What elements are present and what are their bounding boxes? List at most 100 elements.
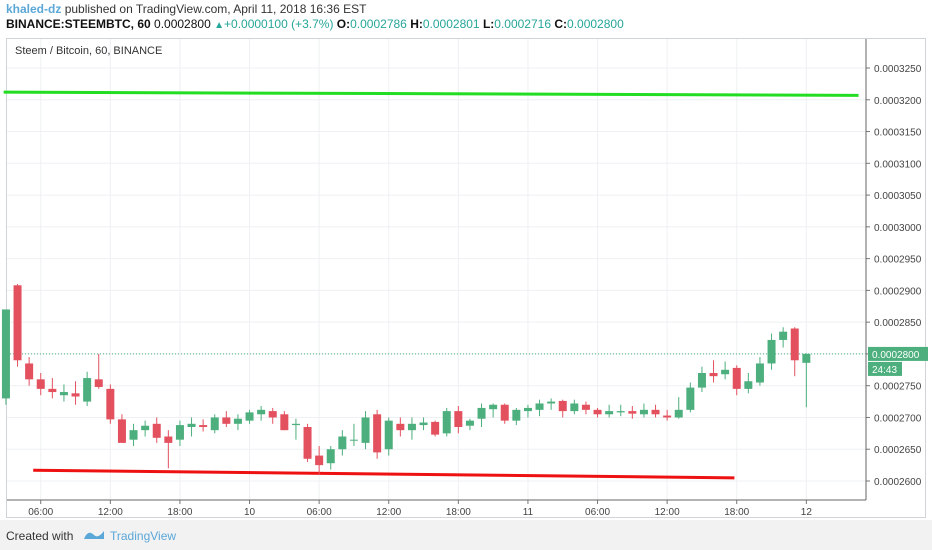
candle-body [13, 285, 22, 361]
candle [117, 414, 126, 443]
candle-body [605, 411, 614, 415]
candle-body [48, 388, 57, 393]
symbol-label: BINANCE:STEEMBTC, 60 [6, 17, 151, 31]
candle [593, 407, 602, 418]
candle [326, 446, 335, 470]
candle-body [396, 423, 405, 431]
candle [500, 403, 509, 424]
candle-body [268, 411, 277, 418]
candle-body [663, 415, 672, 418]
candlestick-chart[interactable]: 0.0003250 0.0003200 0.0003150 0.0003100 0.00… [0, 0, 932, 520]
candle-body [373, 414, 382, 453]
price-tags: 0.0002800 24:43 [868, 346, 928, 376]
candle [674, 397, 683, 419]
chart-header: khaled-dz published on TradingView.com, … [0, 0, 932, 34]
close-value: 0.0002800 [567, 17, 624, 31]
candle [175, 420, 184, 447]
candle-body [431, 421, 440, 435]
candle-body [628, 411, 637, 414]
candle-body [83, 378, 92, 402]
candle [59, 384, 68, 402]
candle [639, 403, 648, 418]
candle-body [141, 425, 150, 431]
candle [755, 357, 764, 386]
candle-body [790, 328, 799, 361]
y-tick-label: 0.0002700 [874, 413, 922, 424]
candle-body [465, 420, 474, 426]
candle-body [512, 409, 521, 421]
candle-body [639, 409, 648, 415]
candle [442, 407, 451, 437]
candle-body [709, 372, 718, 377]
candle-body [802, 353, 811, 363]
candle [25, 357, 34, 386]
y-tick-label: 0.0002600 [874, 477, 922, 488]
x-tick-label: 12:00 [98, 507, 123, 518]
candle [465, 418, 474, 431]
support-line [33, 468, 735, 480]
candle-body [581, 404, 590, 410]
time-axis: 06:00 12:00 18:00 10 06:00 12:00 18:00 11 06:00 1… [7, 499, 866, 518]
author-link[interactable]: khaled-dz [6, 2, 62, 16]
candle-body [674, 409, 683, 418]
candle [570, 399, 579, 415]
candle [245, 409, 254, 424]
candle-body [651, 409, 660, 415]
y-tick-label: 0.0003200 [874, 96, 922, 107]
x-tick-label: 18:00 [167, 507, 192, 518]
candle-body [36, 379, 45, 389]
candle-body [361, 417, 370, 443]
candle [605, 404, 614, 418]
up-arrow-icon: ▲ [214, 20, 225, 31]
candle-body [732, 367, 741, 389]
candle [697, 366, 706, 393]
trend-lines [3, 90, 866, 480]
candle [36, 372, 45, 396]
candle-body [164, 436, 173, 443]
candle-body [280, 414, 289, 431]
resistance-line [3, 90, 859, 97]
candle [790, 327, 799, 377]
x-tick-label: 06:00 [585, 507, 610, 518]
x-tick-label: 12 [801, 507, 813, 518]
candle [71, 381, 80, 405]
candle [686, 382, 695, 413]
candle [373, 409, 382, 459]
candle-body [547, 401, 556, 404]
candle [233, 414, 242, 431]
candle [187, 417, 196, 437]
candle-body [535, 403, 544, 410]
y-tick-label: 0.0003050 [874, 191, 922, 202]
candle [396, 417, 405, 437]
tradingview-logo-icon [82, 527, 106, 548]
candle [535, 399, 544, 417]
x-tick-label: 10 [244, 507, 256, 518]
price-axis: 0.0003250 0.0003200 0.0003150 0.0003100 0.00… [865, 39, 922, 500]
candle-body [419, 422, 428, 426]
candle [663, 409, 672, 421]
candle [106, 384, 115, 424]
candle-body [1, 309, 10, 399]
candle-body [187, 423, 196, 427]
candle-body [106, 388, 115, 420]
tradingview-link[interactable]: TradingView [110, 529, 177, 543]
candle [767, 333, 776, 370]
candle [141, 420, 150, 437]
created-with-label: Created with [6, 529, 74, 543]
x-tick-label: 06:00 [307, 507, 332, 518]
candle [315, 446, 324, 475]
low-value: 0.0002716 [494, 17, 552, 31]
candle [558, 399, 567, 418]
candle [94, 353, 103, 389]
x-tick-label: 11 [523, 507, 534, 518]
candle [407, 417, 416, 440]
candle [129, 423, 138, 447]
candle-body [489, 404, 498, 410]
candle [199, 419, 208, 432]
candle-body [326, 449, 335, 464]
candle-body [442, 411, 451, 434]
candle-body [245, 412, 254, 421]
candle-body [697, 372, 706, 388]
candle-body [349, 439, 358, 441]
x-tick-label: 18:00 [446, 507, 471, 518]
